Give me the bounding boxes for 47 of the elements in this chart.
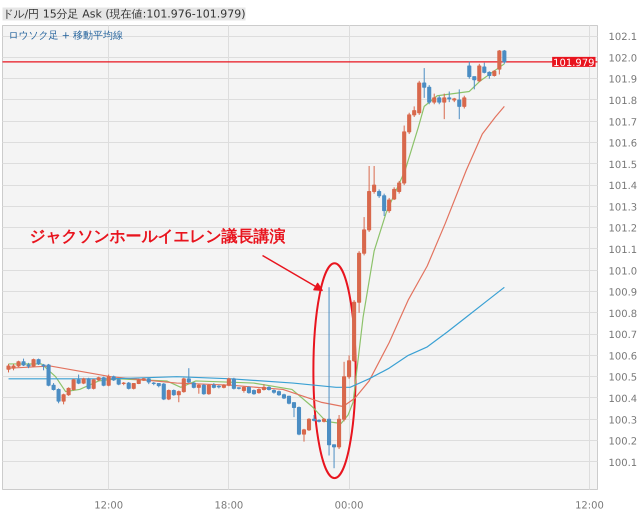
y-tick-label: 100.8: [608, 308, 638, 320]
y-tick-label: 100.2: [608, 436, 638, 448]
y-tick-label: 100.7: [608, 330, 638, 342]
y-tick-label: 101.0: [608, 266, 638, 278]
y-tick-label: 100.3: [608, 415, 638, 426]
candlestick: [202, 384, 206, 396]
x-tick-label: 18:00: [214, 500, 244, 512]
candlestick: [477, 63, 482, 82]
y-tick-label: 102.1: [608, 32, 638, 44]
candlestick: [86, 377, 91, 390]
y-tick-label: 101.5: [608, 160, 638, 171]
y-tick-label: 101.1: [608, 244, 638, 256]
x-tick-label: 12:00: [575, 500, 604, 512]
x-tick-label: 00:00: [334, 500, 364, 512]
candlestick: [206, 384, 211, 396]
y-tick-label: 102.0: [608, 53, 638, 64]
candlestick: [447, 90, 452, 103]
candlestick: [442, 93, 446, 120]
y-tick-label: 101.8: [608, 96, 638, 107]
candlestick: [462, 95, 466, 110]
candlestick: [196, 384, 201, 394]
x-tick-label: 12:00: [94, 500, 124, 512]
y-tick-label: 101.6: [608, 138, 638, 150]
y-tick-label: 101.4: [608, 181, 638, 192]
candlestick: [502, 49, 506, 64]
y-tick-label: 100.9: [608, 288, 638, 299]
candlestick: [457, 88, 462, 120]
y-tick-label: 100.4: [608, 394, 638, 405]
y-tick-label: 100.5: [608, 372, 638, 384]
candlestick: [106, 374, 111, 387]
annotation: ジャクソンホールイエレン議長講演: [30, 226, 286, 246]
candlestick: [497, 49, 502, 75]
y-tick-label: 101.7: [608, 117, 638, 128]
candlestick: [102, 376, 106, 387]
chart-title: ドル/円 15分足 Ask (現在値:101.976-101.979): [2, 8, 246, 20]
candlestick: [387, 197, 392, 214]
ref-line-label: 101.979: [553, 58, 595, 69]
text: ロウソク足 + 移動平均線: [8, 30, 124, 42]
candlestick: [186, 368, 191, 384]
candlestick: [432, 93, 436, 105]
candlestick: [166, 388, 171, 401]
y-tick-label: 100.6: [608, 351, 638, 362]
y-tick-label: 100.1: [608, 458, 638, 469]
y-tick-label: 101.2: [608, 224, 638, 235]
candlestick: [76, 374, 81, 385]
y-tick-label: 101.9: [608, 74, 638, 86]
y-tick-label: 101.3: [608, 202, 638, 214]
